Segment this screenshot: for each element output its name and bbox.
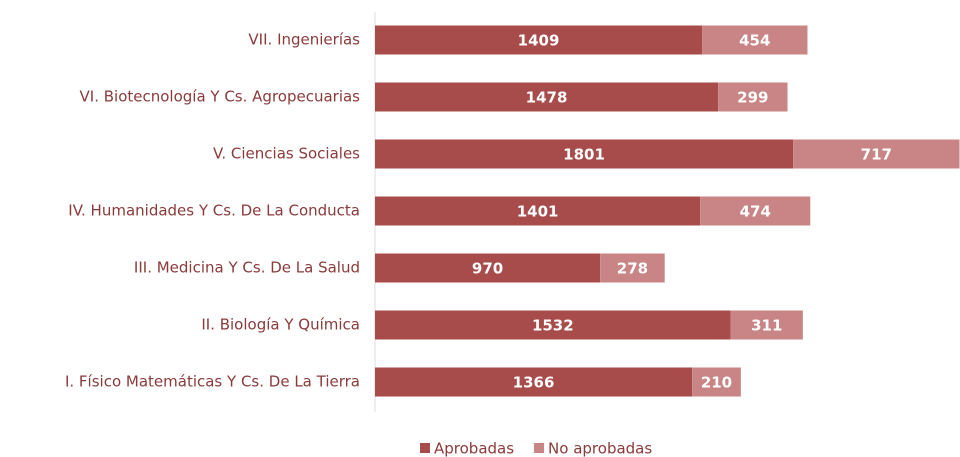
bar-segment	[793, 139, 960, 169]
bar-segment	[375, 253, 601, 283]
data-label: 717	[861, 146, 892, 164]
legend-label: Aprobadas	[434, 440, 514, 457]
data-label: 311	[751, 317, 782, 335]
bar-segment	[692, 367, 741, 397]
category-label: III. Medicina Y Cs. De La Salud	[134, 259, 360, 277]
data-label: 970	[472, 260, 503, 278]
bar-segment	[375, 367, 693, 397]
data-label: 1366	[513, 374, 555, 392]
legend-swatch	[420, 443, 430, 453]
bar-segment	[600, 253, 665, 283]
category-label: IV. Humanidades Y Cs. De La Conducta	[68, 202, 360, 220]
data-label: 299	[737, 89, 768, 107]
data-label: 210	[701, 374, 732, 392]
category-label: II. Biología Y Química	[201, 316, 360, 334]
category-label: V. Ciencias Sociales	[213, 145, 360, 163]
bar-segment	[375, 139, 794, 169]
bar-segment	[375, 82, 719, 112]
category-label: VII. Ingenierías	[248, 31, 360, 49]
data-label: 1801	[563, 146, 605, 164]
bar-segment	[375, 25, 703, 55]
bar-segment	[375, 310, 731, 340]
data-label: 1532	[532, 317, 574, 335]
data-label: 474	[740, 203, 771, 221]
bar-segment	[718, 82, 788, 112]
bar-segment	[730, 310, 803, 340]
data-label: 278	[617, 260, 648, 278]
bar-segment	[702, 25, 808, 55]
data-label: 454	[739, 32, 770, 50]
data-label: 1401	[517, 203, 559, 221]
bar-segment	[375, 196, 701, 226]
data-label: 1409	[518, 32, 560, 50]
category-label: I. Físico Matemáticas Y Cs. De La Tierra	[65, 373, 360, 391]
category-label: VI. Biotecnología Y Cs. Agropecuarias	[80, 88, 361, 106]
legend-swatch	[534, 443, 545, 453]
legend-label: No aprobadas	[548, 440, 652, 457]
bar-segment	[700, 196, 811, 226]
data-label: 1478	[526, 89, 568, 107]
